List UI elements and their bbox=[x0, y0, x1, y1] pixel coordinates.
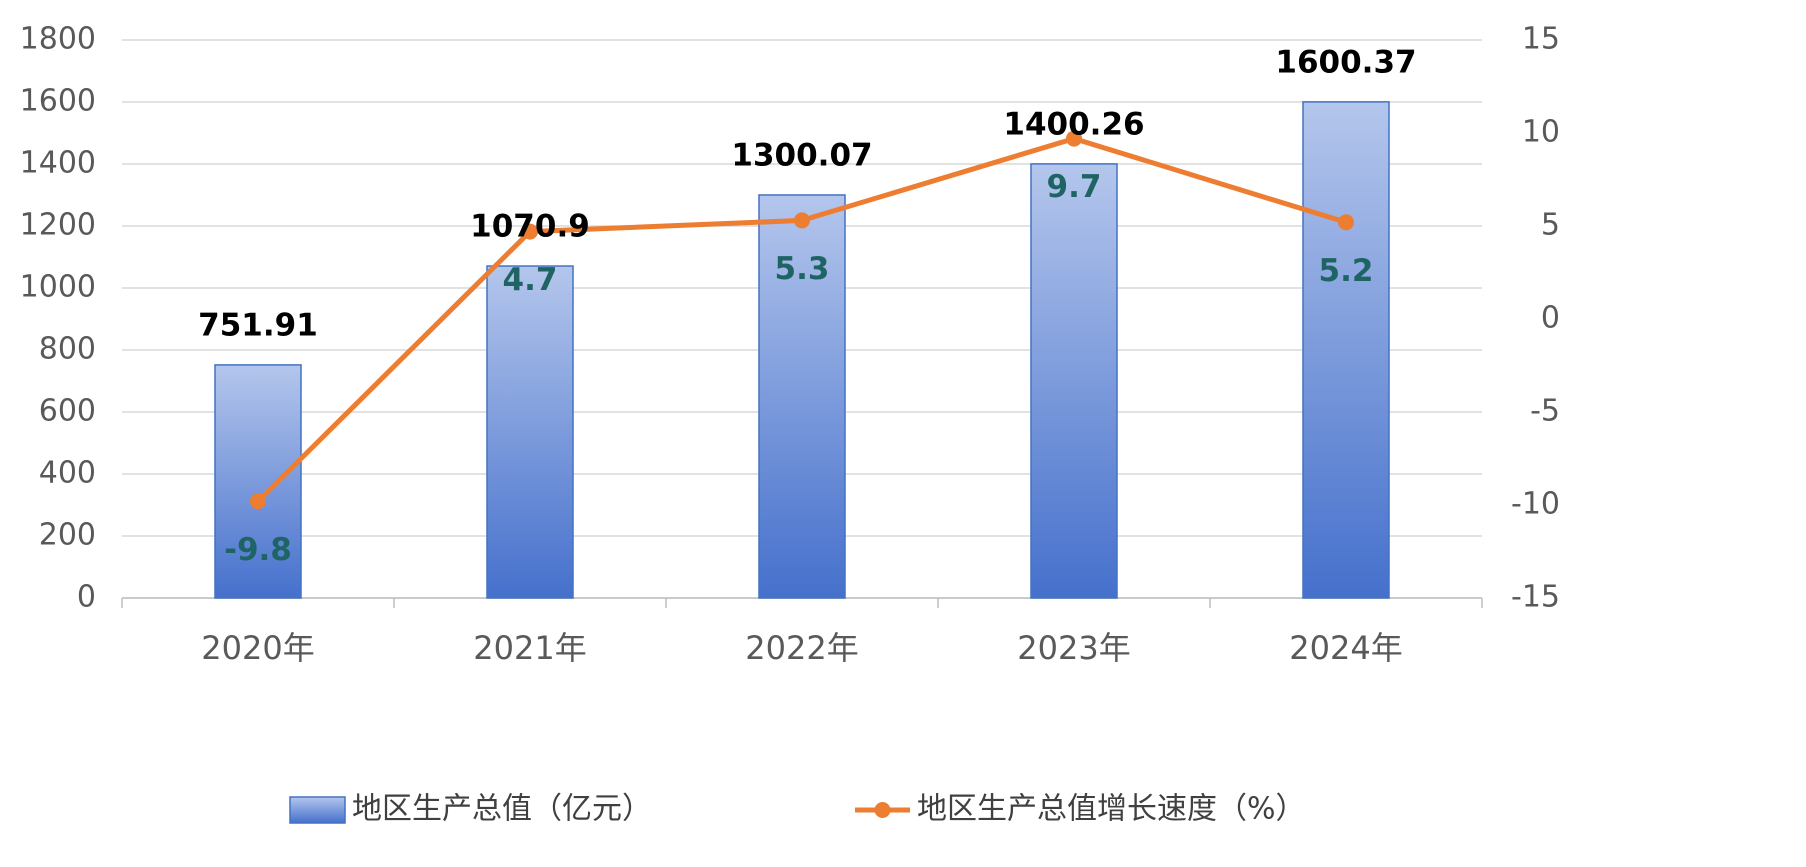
y-tick-label: 400 bbox=[39, 456, 96, 491]
y-tick-label: 1200 bbox=[20, 208, 96, 243]
bar bbox=[1030, 163, 1118, 599]
bar bbox=[486, 265, 574, 599]
bar bbox=[758, 194, 846, 599]
line-value-label: 5.2 bbox=[1319, 253, 1374, 289]
bar bbox=[214, 364, 302, 599]
x-tick-label: 2024年 bbox=[1289, 629, 1402, 667]
bar-value-label: 1600.37 bbox=[1275, 44, 1416, 80]
bar bbox=[1302, 101, 1390, 599]
x-tick-label: 2022年 bbox=[745, 629, 858, 667]
legend-swatch bbox=[289, 796, 346, 824]
line-value-label: 9.7 bbox=[1047, 169, 1102, 205]
y2-tick-label: -10 bbox=[1511, 487, 1560, 522]
y-tick-label: 1800 bbox=[20, 22, 96, 57]
x-tick-label: 2021年 bbox=[473, 629, 586, 667]
legend-swatch bbox=[874, 802, 891, 818]
line-point bbox=[1066, 130, 1082, 147]
y-tick-label: 800 bbox=[39, 332, 96, 367]
line-value-label: 5.3 bbox=[775, 251, 830, 287]
marks bbox=[214, 101, 1390, 599]
line-value-label: -9.8 bbox=[224, 532, 292, 568]
bar-value-label: 751.91 bbox=[198, 307, 318, 343]
y2-tick-label: 0 bbox=[1541, 301, 1560, 336]
labels: 0 200 400 600 800 1000 1200 1400 1600 1800 -15 -10 -… bbox=[20, 22, 1560, 827]
y-tick-label: 200 bbox=[39, 518, 96, 553]
bar-value-label: 1070.9 bbox=[470, 209, 590, 245]
bar-value-label: 1400.26 bbox=[1003, 106, 1144, 142]
y2-tick-label: 15 bbox=[1522, 22, 1560, 57]
line-point bbox=[250, 493, 266, 510]
y-tick-label: 1600 bbox=[20, 84, 96, 119]
y-tick-label: 600 bbox=[39, 394, 96, 429]
y-tick-label: 1400 bbox=[20, 146, 96, 181]
y-tick-label: 0 bbox=[77, 580, 96, 615]
line-point bbox=[794, 212, 810, 229]
y2-tick-label: 5 bbox=[1541, 208, 1560, 243]
line-point bbox=[1338, 214, 1354, 231]
y-tick-label: 1000 bbox=[20, 270, 96, 305]
y2-tick-label: -15 bbox=[1511, 580, 1560, 615]
line-value-label: 4.7 bbox=[503, 262, 558, 298]
legend-label: 地区生产总值（亿元） bbox=[352, 792, 652, 827]
x-tick-label: 2023年 bbox=[1017, 629, 1130, 667]
y2-tick-label: 10 bbox=[1522, 115, 1560, 150]
legend-label: 地区生产总值增长速度（%） bbox=[917, 792, 1306, 827]
y2-tick-label: -5 bbox=[1530, 394, 1560, 429]
line-point bbox=[522, 223, 538, 240]
x-tick-label: 2020年 bbox=[201, 629, 314, 667]
bar-value-label: 1300.07 bbox=[731, 137, 872, 173]
